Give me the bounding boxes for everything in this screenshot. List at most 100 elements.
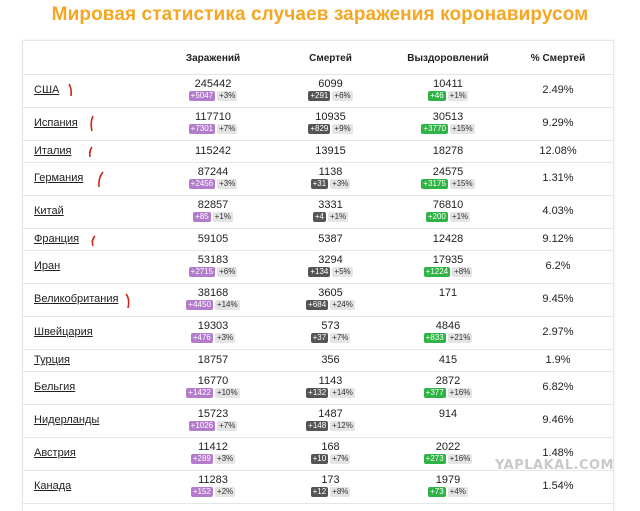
recovered-value: 17935 [432,254,464,266]
header-death-rate: % Смертей [530,53,586,64]
country-link[interactable]: Китай [34,205,64,217]
cases-value: 82857 [197,199,229,211]
pen-mark-uk [125,293,130,309]
recovered-new-badge: +3770 [421,124,448,134]
cases-new-badge: +289 [190,454,213,464]
page-title: Мировая статистика случаев заражения кор… [51,4,589,25]
deaths-new-badge: +10 [310,454,329,464]
table-row: Австрия 11412 +289 +3% 168 +10 +7% 2022 +273 +16%… [23,437,613,471]
deaths-pct-badge: +1% [327,212,349,222]
cases-new-badge: +476 [190,333,213,343]
country-link[interactable]: США [34,84,60,96]
cases-new-badge: +152 [190,487,213,497]
death-rate-value: 12.08% [539,145,577,157]
deaths-value: 356 [321,354,340,366]
country-link[interactable]: Турция [34,354,70,366]
watermark: YAPLAKAL.COM [495,458,614,473]
deaths-pct-badge: +6% [332,91,353,101]
recovered-value: 4846 [435,320,461,332]
deaths-new-badge: +4 [312,212,326,222]
death-rate-value: 1.48% [542,447,574,459]
cases-new-badge: +5047 [188,91,216,101]
deaths-value: 1487 [318,408,343,420]
table-row: Италия 115242 13915 18278 12.08% [23,140,613,163]
cases-change: +7301 +7% [153,124,273,134]
deaths-value: 6099 [318,78,343,90]
cases-pct-badge: +2% [214,487,236,497]
cases-value: 11283 [198,474,228,486]
header-recovered: Выздоровлений [407,53,489,64]
recovered-new-badge: +46 [428,91,446,101]
deaths-value: 573 [321,320,340,332]
country-link[interactable]: Бельгия [34,381,76,393]
pen-marks [68,83,130,309]
cases-value: 38168 [197,287,229,299]
deaths-value: 10935 [315,111,346,123]
deaths-value: 5387 [318,233,343,245]
header-cases: Заражений [185,53,241,64]
death-rate-value: 6.82% [542,381,574,393]
country-link[interactable]: Австрия [34,447,76,459]
country-link[interactable]: Канада [34,480,72,492]
deaths-change: +134 +5% [273,267,388,277]
country-link[interactable]: Германия [34,172,84,184]
death-rate-value: 2.97% [542,326,574,338]
table-row: Швейцария 19303 +476 +3% 573 +37 +7% 4846 +833 +2… [23,316,613,350]
table-header: Заражений Смертей Выздоровлений % Смерте… [23,41,613,75]
recovered-new-badge: +3175 [421,179,448,189]
cases-value: 11412 [198,441,228,453]
cases-change: +476 +3% [153,333,273,343]
country-link[interactable]: Великобритания [34,293,119,305]
table-row: Франция 59105 5387 12428 9.12% [23,228,613,251]
deaths-pct-badge: +9% [332,124,353,134]
pen-mark-italy [88,146,93,158]
country-link[interactable]: Испания [34,117,78,129]
cases-new-badge: +2456 [188,179,216,189]
pen-mark-germany [98,171,104,188]
country-link[interactable]: Нидерланды [34,414,100,426]
death-rate-value: 2.49% [542,84,574,96]
country-link[interactable]: Франция [34,233,80,245]
recovered-change: +73 +4% [388,487,508,497]
cases-pct-badge: +1% [212,212,233,222]
recovered-new-badge: +833 [423,333,446,343]
cases-value: 18757 [197,354,229,366]
country-link[interactable]: Иран [34,260,61,272]
cases-change: +152 +2% [153,487,273,497]
cases-change: +289 +3% [153,454,273,464]
recovered-change: +200 +1% [388,212,508,222]
recovered-new-badge: +377 [423,388,446,398]
deaths-value: 13915 [315,145,346,157]
deaths-value: 1143 [318,375,343,387]
deaths-pct-badge: +8% [330,487,351,497]
death-rate-value: 1.9% [545,354,571,366]
deaths-value: 3294 [318,254,343,266]
recovered-value: 18278 [432,145,464,157]
country-link[interactable]: Италия [34,145,72,157]
cases-pct-badge: +14% [214,300,240,310]
cases-new-badge: +1026 [188,421,216,431]
country-link[interactable]: Швейцария [34,326,93,338]
cases-value: 15723 [197,408,229,420]
header-deaths: Смертей [309,53,352,64]
deaths-pct-badge: +7% [330,333,351,343]
deaths-new-badge: +684 [306,300,329,310]
table-row: США 245442 +5047 +3% 6099 +291 +6% 10411 +46 +1% 2… [23,74,613,108]
cases-change: +2456 +3% [153,179,273,189]
cases-new-badge: +7301 [188,124,216,134]
deaths-new-badge: +134 [308,267,331,277]
table-row: Бельгия 16770 +1422 +10% 1143 +132 +14% 2872 +37… [23,371,613,405]
death-rate-value: 1.54% [542,480,574,492]
recovered-pct-badge: +21% [447,333,473,343]
cases-change: +1422 +10% [153,388,273,398]
recovered-change: +3770 +15% [388,124,508,134]
cases-pct-badge: +6% [217,267,238,277]
cases-pct-badge: +3% [214,454,236,464]
recovered-value: 10411 [433,78,463,90]
table-row: Германия 87244 +2456 +3% 1138 +31 +3% 24575 +317… [23,162,613,196]
deaths-pct-badge: +3% [330,179,351,189]
recovered-new-badge: +273 [423,454,446,464]
recovered-value: 171 [438,287,458,299]
cases-change: +85 +1% [153,212,273,222]
recovered-value: 2022 [435,441,461,453]
